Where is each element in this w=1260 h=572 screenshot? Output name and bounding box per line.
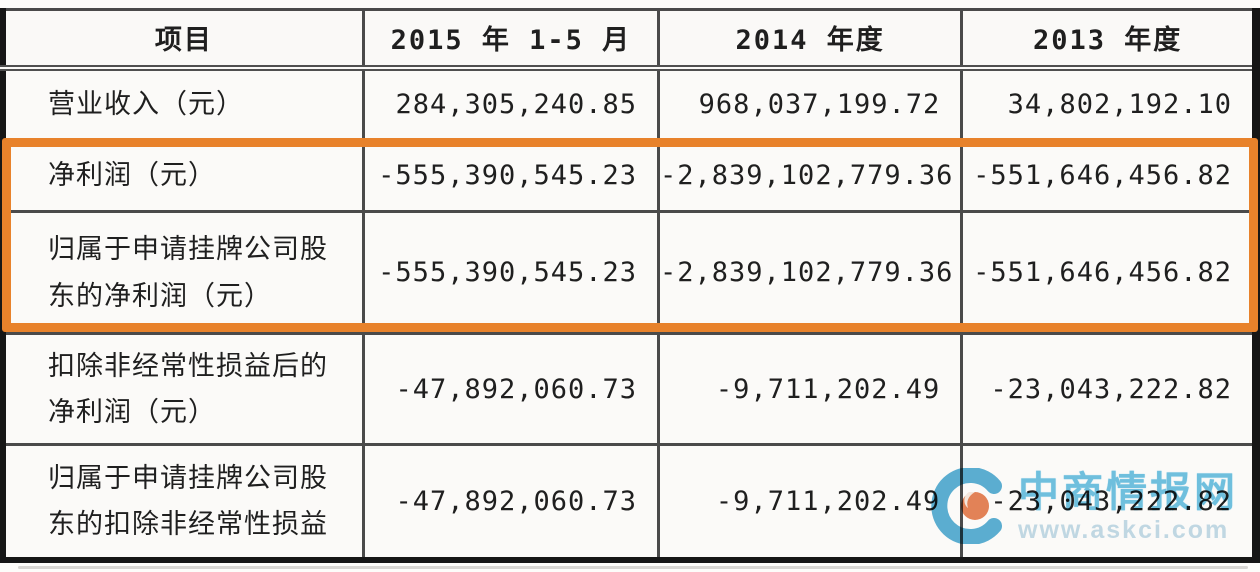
value-2015: -47,892,060.73 bbox=[361, 443, 661, 561]
table-row-net-profit: 净利润（元） -555,390,545.23 -2,839,102,779.36… bbox=[1, 138, 1258, 213]
row-label: 归属于申请挂牌公司股 东的净利润（元） bbox=[1, 210, 365, 335]
table-row-attributable-excl-nonrecurring: 归属于申请挂牌公司股 东的扣除非经常性损益 -47,892,060.73 -9,… bbox=[1, 443, 1258, 561]
row-label: 净利润（元） bbox=[1, 138, 365, 213]
table-row-operating-revenue: 营业收入（元） 284,305,240.85 968,037,199.72 34… bbox=[1, 66, 1258, 141]
table-row-net-profit-excl-nonrecurring: 扣除非经常性损益后的 净利润（元） -47,892,060.73 -9,711,… bbox=[1, 332, 1258, 446]
askci-logo-icon bbox=[931, 468, 1002, 544]
watermark-text-block: 中商情报网 www.askci.com bbox=[1018, 468, 1238, 545]
value-2014: -9,711,202.49 bbox=[657, 332, 964, 446]
value-2015: 284,305,240.85 bbox=[361, 66, 661, 141]
value-2013: 34,802,192.10 bbox=[960, 66, 1258, 141]
value-2014: -9,711,202.49 bbox=[657, 443, 964, 561]
row-label: 归属于申请挂牌公司股 东的扣除非经常性损益 bbox=[1, 443, 365, 561]
header-item: 项目 bbox=[1, 8, 365, 71]
value-2014: -2,839,102,779.36 bbox=[657, 138, 964, 213]
value-2013: -23,043,222.82 bbox=[960, 443, 1258, 561]
table-header: 项目 2015 年 1-5 月 2014 年度 2013 年度 bbox=[1, 8, 1258, 71]
header-2015-jan-may: 2015 年 1-5 月 bbox=[361, 8, 661, 71]
value-2013: -23,043,222.82 bbox=[960, 332, 1258, 446]
value-2015: -555,390,545.23 bbox=[361, 210, 661, 335]
watermark-site-name: 中商情报网 bbox=[1018, 469, 1238, 515]
value-2013: -551,646,456.82 bbox=[960, 210, 1258, 335]
value-2015: -47,892,060.73 bbox=[361, 332, 661, 446]
row-label: 扣除非经常性损益后的 净利润（元） bbox=[1, 332, 365, 446]
value-2014: 968,037,199.72 bbox=[657, 66, 964, 141]
watermark-site-url: www.askci.com bbox=[1018, 516, 1230, 545]
value-2015: -555,390,545.23 bbox=[361, 138, 661, 213]
header-2013: 2013 年度 bbox=[960, 8, 1258, 71]
value-2014: -2,839,102,779.36 bbox=[657, 210, 964, 335]
row-label: 营业收入（元） bbox=[1, 66, 365, 141]
scan-artifact-line bbox=[18, 566, 1248, 569]
header-2014: 2014 年度 bbox=[657, 8, 964, 71]
financial-summary-table: 项目 2015 年 1-5 月 2014 年度 2013 年度 营业收入（元） … bbox=[0, 8, 1260, 563]
value-2013: -551,646,456.82 bbox=[960, 138, 1258, 213]
header-row: 项目 2015 年 1-5 月 2014 年度 2013 年度 bbox=[1, 8, 1258, 71]
watermark: 中商情报网 www.askci.com bbox=[930, 468, 1238, 545]
table-row-net-profit-attributable: 归属于申请挂牌公司股 东的净利润（元） -555,390,545.23 -2,8… bbox=[1, 210, 1258, 335]
